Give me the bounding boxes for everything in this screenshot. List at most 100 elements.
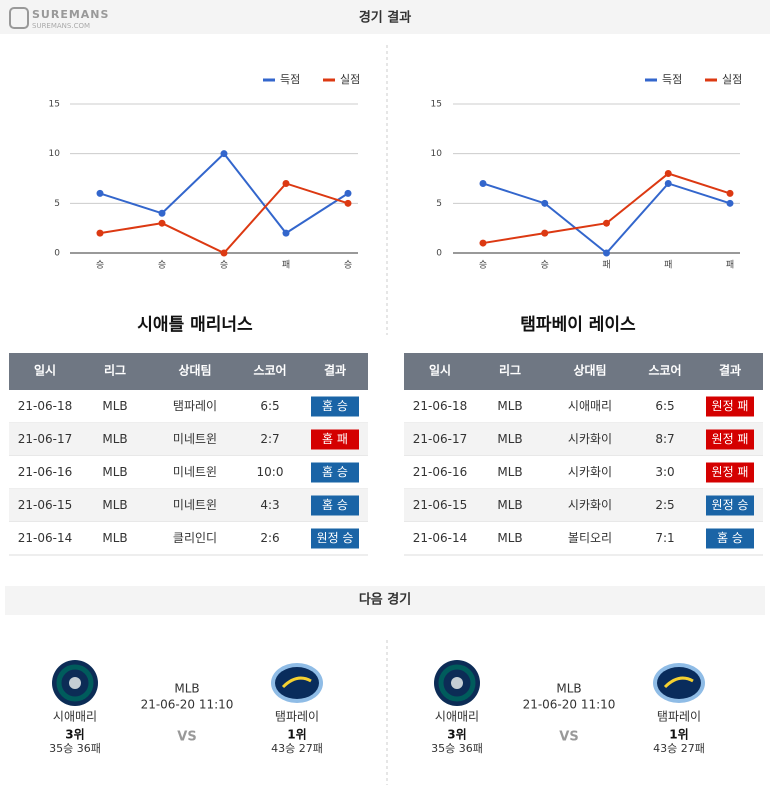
result-text: 원정 패 [712,465,749,479]
result-text: 원정 패 [712,399,749,413]
table-cell: 21-06-18 [413,399,467,413]
data-point [479,179,487,187]
team-rank: 3위 [65,728,84,742]
column-header: 일시 [429,364,451,378]
x-tick-label: 승 [158,260,166,271]
section-title: 다음 경기 [359,592,411,608]
table-cell: 시애매리 [568,399,612,413]
table-cell: MLB [497,432,522,446]
league: MLB [556,682,581,696]
team-logo [69,677,81,689]
team-name: 탬파레이 [275,710,319,724]
league: MLB [174,682,199,696]
series-line [99,152,349,235]
table-cell: 21-06-17 [18,432,72,446]
table-row [404,456,763,489]
table-cell: 21-06-14 [18,531,72,545]
datetime: 21-06-20 11:10 [141,698,234,712]
column-header: 상대팀 [178,363,211,378]
table-cell: 6:5 [260,399,279,413]
result-text: 홈 승 [322,399,348,413]
result-text: 홈 승 [717,531,743,545]
result-badge [706,462,754,483]
table-row [9,390,368,423]
team-rank: 1위 [287,728,306,742]
series-line [482,172,731,245]
table-cell: 7:1 [655,531,674,545]
table-cell: MLB [102,465,127,479]
team-record: 43승 27패 [653,742,705,755]
data-point [726,189,734,197]
data-point [344,189,352,197]
data-point [541,199,549,207]
result-text: 원정 승 [317,531,354,545]
y-tick-label: 15 [49,100,60,110]
vs: VS [559,730,578,745]
team-title: 탬파베이 레이스 [520,315,636,335]
x-tick-label: 승 [479,260,487,271]
logo: SUREMANS SUREMANS.COM [9,7,109,30]
team-logo [663,676,694,689]
x-tick-label: 패 [602,260,610,271]
table-cell: MLB [102,399,127,413]
table-cell: MLB [102,498,127,512]
team-name: 시애매리 [435,710,479,724]
column-header: 일시 [34,364,56,378]
table-cell: MLB [497,399,522,413]
data-point [541,229,549,237]
column-header: 리그 [499,363,521,378]
table-row [9,423,368,456]
team-rank: 3위 [447,728,466,742]
team-logo [275,667,319,699]
column-header: 스코어 [648,363,681,378]
series-line [482,182,731,255]
team-name: 시애매리 [53,710,97,724]
section-title: 경기 결과 [359,10,411,26]
table-cell: 미네트윈 [173,465,217,479]
data-point [344,199,352,207]
table-cell: 8:7 [655,432,674,446]
logo-text: SUREMANS [32,8,109,21]
vs: VS [177,730,196,745]
table-cell: 3:0 [655,465,674,479]
result-badge [311,462,359,483]
result-badge [311,528,359,549]
table-cell: MLB [497,498,522,512]
data-point [282,229,290,237]
table-cell: 클리인디 [173,531,217,545]
table-row [9,489,368,522]
table-cell: 21-06-14 [413,531,467,545]
table-cell: 4:3 [260,498,279,512]
x-tick-label: 승 [541,260,549,271]
table-cell: 21-06-17 [413,432,467,446]
data-point [96,189,104,197]
data-point [158,219,166,227]
table-cell: 2:5 [655,498,674,512]
table-cell: MLB [102,531,127,545]
table-cell: 시카화이 [568,465,612,479]
x-tick-label: 패 [664,260,672,271]
table-cell: MLB [497,465,522,479]
data-point [479,239,487,247]
x-tick-label: 패 [726,260,734,271]
team-logo [281,676,312,689]
table-cell: 시카화이 [568,498,612,512]
team-record: 35승 36패 [49,742,101,755]
table-cell: 21-06-18 [18,399,72,413]
team-logo [56,664,94,702]
result-badge [706,429,754,450]
y-tick-label: 10 [49,149,61,159]
data-point [603,249,610,257]
x-tick-label: 승 [96,260,104,271]
table-row [9,456,368,489]
table-cell: 21-06-15 [18,498,72,512]
team-rank: 1위 [669,728,688,742]
x-tick-label: 승 [344,260,352,271]
y-tick-label: 15 [431,100,442,110]
legend-label: 득점 [662,73,682,86]
table-cell: 21-06-15 [413,498,467,512]
data-point [664,170,672,178]
column-header: 결과 [324,363,346,378]
table-cell: 2:6 [260,531,279,545]
x-tick-label: 승 [220,260,228,271]
